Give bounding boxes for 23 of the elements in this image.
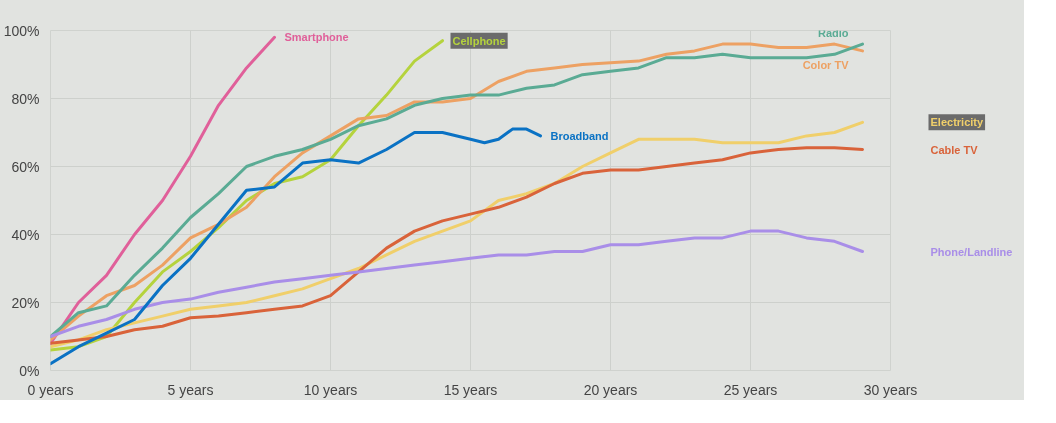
y-tick-label: 80% xyxy=(11,90,40,107)
y-tick-label: 100% xyxy=(3,22,40,39)
text: Phone/Landline xyxy=(930,245,1013,258)
line-series xyxy=(50,229,864,338)
y-tick-label: 20% xyxy=(11,294,40,311)
series-label: Cellphone xyxy=(452,34,506,47)
x-tick-label: 15 years xyxy=(443,381,498,398)
x-tick-label: 25 years xyxy=(723,381,778,398)
x-tick-label: 20 years xyxy=(583,381,638,398)
y-tick-label: 40% xyxy=(11,226,40,243)
series-label: Smartphone xyxy=(284,31,349,44)
series-label: Broadband xyxy=(550,129,609,142)
x-tick-label: 10 years xyxy=(303,381,358,398)
x-tick-label: 5 years xyxy=(167,381,214,398)
text: Electricity xyxy=(930,116,984,129)
text: Cable TV xyxy=(930,143,979,156)
series-label: Color TV xyxy=(802,58,850,71)
y-tick-label: 60% xyxy=(11,158,40,175)
line-series xyxy=(50,35,276,345)
x-tick-label: 0 years xyxy=(27,381,74,398)
line-series xyxy=(50,127,542,366)
y-tick-label: 0% xyxy=(19,362,40,379)
x-tick-label: 30 years xyxy=(863,381,918,398)
